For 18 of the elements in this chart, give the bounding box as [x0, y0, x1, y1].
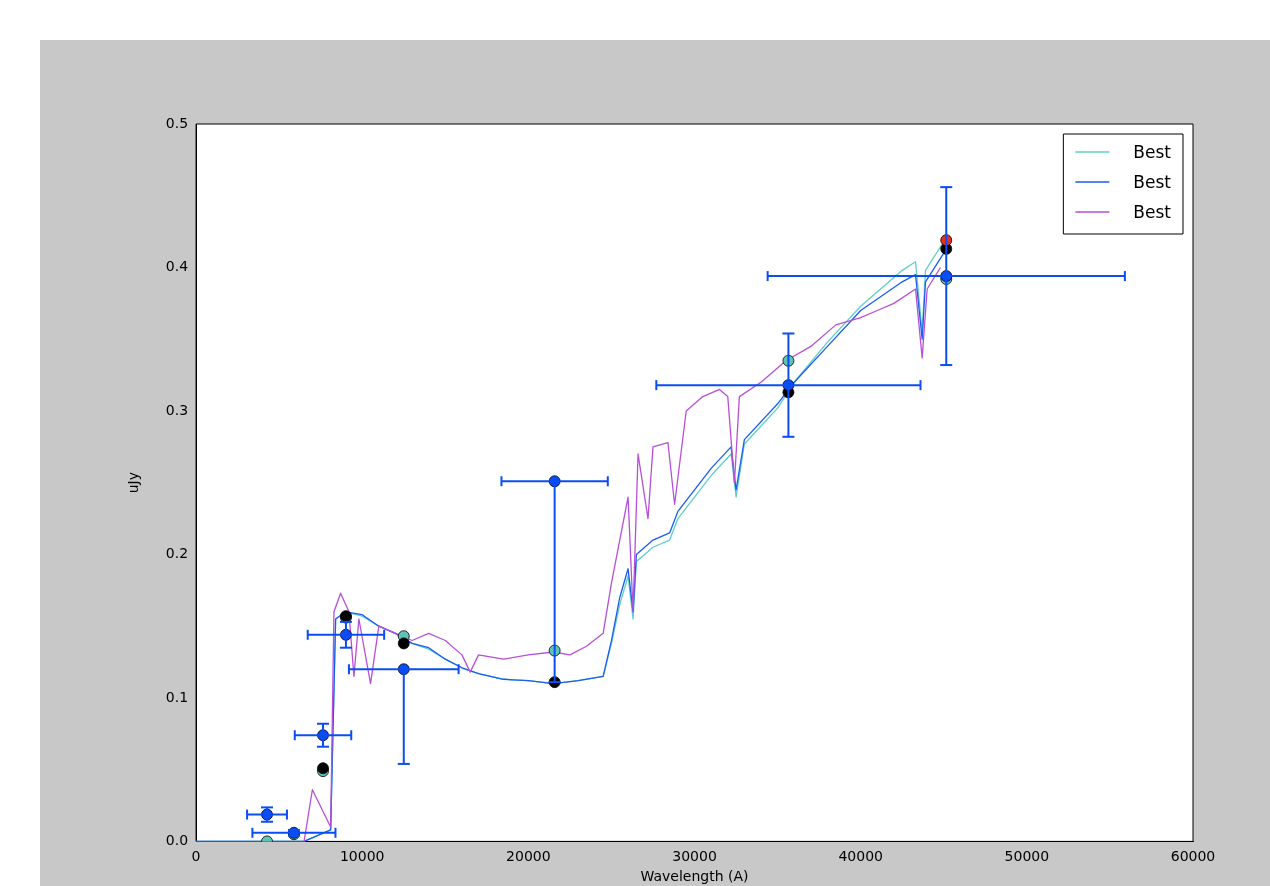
y-tick-label: 0.1	[165, 688, 189, 705]
x-tick-label: 30000	[672, 848, 717, 865]
y-tick-label: 0.4	[165, 258, 189, 275]
x-tick-label: 50000	[1004, 848, 1050, 865]
legend-label: Best	[1133, 142, 1172, 163]
y-tick-label: 0.2	[165, 545, 189, 562]
x-axis-title: Wavelength (A)	[640, 868, 749, 885]
x-tick-label: 60000	[1170, 848, 1216, 865]
x-tick-label: 20000	[506, 848, 551, 865]
y-tick-label: 0.5	[165, 114, 189, 131]
x-tick-label: 10000	[339, 848, 385, 865]
y-tick-label: 0.0	[165, 832, 189, 849]
legend-label: Best	[1133, 172, 1172, 193]
y-tick-label: 0.3	[165, 401, 189, 418]
legend-label: Best	[1133, 202, 1172, 223]
x-tick-label: 0	[191, 848, 201, 865]
y-axis-title: uJy	[125, 472, 142, 494]
x-tick-label: 40000	[838, 848, 883, 865]
